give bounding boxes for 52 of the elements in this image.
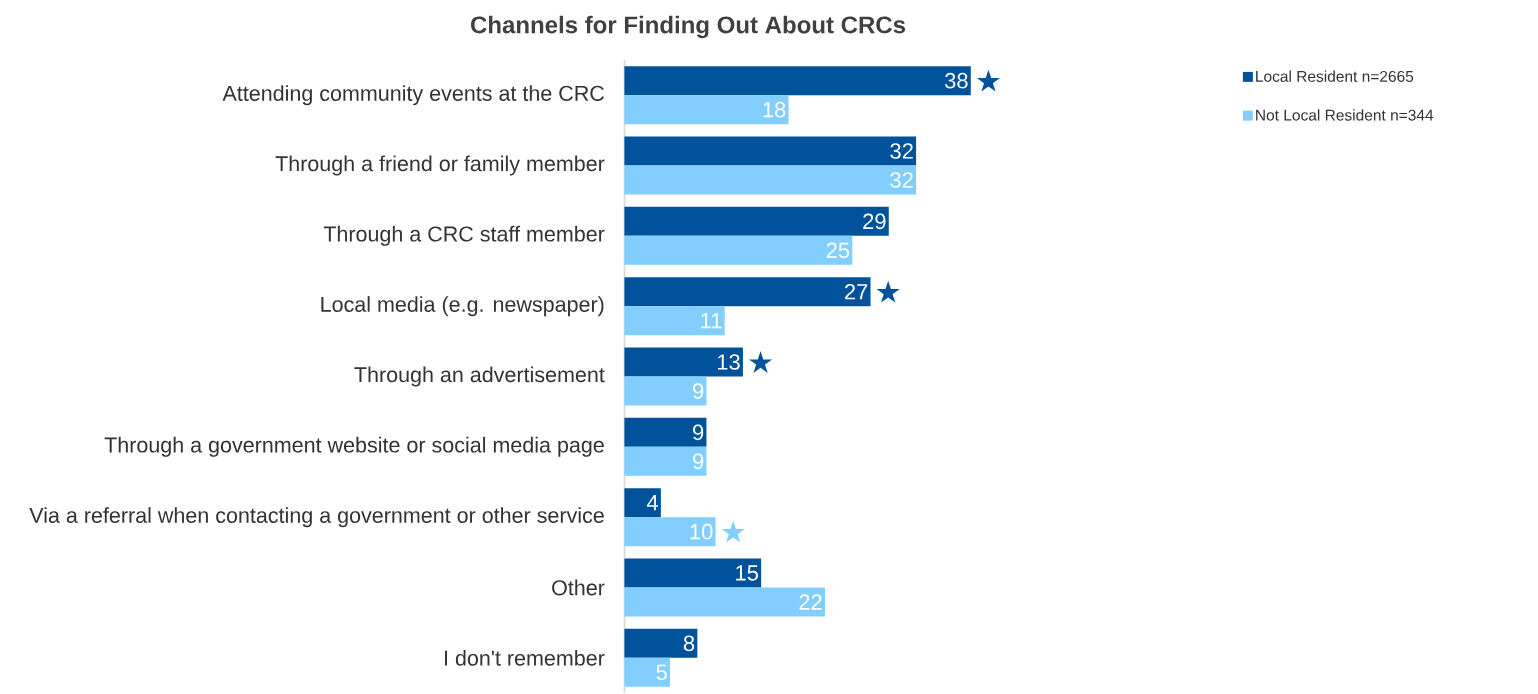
y-tick-label: I don't remember	[445, 649, 605, 666]
data-label: 38	[944, 72, 968, 89]
data-label: 32	[890, 143, 913, 159]
chart-title: Channels for Finding Out About CRCs	[471, 15, 906, 39]
data-label: 10	[690, 523, 713, 540]
annotation: ★	[721, 520, 745, 543]
bar	[624, 558, 762, 588]
data-label: 5	[656, 664, 667, 681]
y-tick-label: Local media (e.g. newspaper)	[321, 296, 604, 317]
y-tick-label: Through a friend or family member	[275, 155, 605, 176]
data-label: 25	[826, 242, 850, 259]
bar	[624, 306, 725, 336]
bar	[624, 488, 661, 518]
bar	[624, 657, 670, 687]
data-label: 29	[863, 213, 886, 230]
legend-label: Not Local Resident n=344	[1256, 109, 1434, 121]
legend-label: Local Resident n=2665	[1256, 70, 1414, 82]
bar	[624, 446, 707, 476]
data-label: 4	[646, 495, 659, 511]
annotation: ★	[749, 351, 773, 373]
data-label: 18	[763, 101, 786, 118]
bar	[624, 376, 707, 406]
y-tick-label: Through an advertisement	[354, 366, 605, 387]
annotation: ★	[876, 280, 900, 303]
data-label: 11	[701, 313, 722, 329]
y-tick-label: Through a government website or social media page	[104, 436, 604, 457]
bar	[624, 417, 707, 447]
bar	[624, 95, 789, 125]
bar	[624, 517, 716, 547]
bar	[624, 235, 853, 265]
bar	[624, 66, 971, 96]
bar	[624, 136, 917, 166]
data-label: 13	[717, 354, 740, 370]
y-tick-label: Via a referral when contacting a government or other service	[29, 507, 604, 528]
bar	[624, 206, 889, 236]
y-tick-label: Other	[552, 579, 605, 596]
data-label: 22	[799, 594, 822, 610]
bar	[624, 628, 698, 658]
data-label: 32	[890, 172, 913, 188]
data-label: 15	[736, 565, 759, 581]
data-label: 27	[844, 283, 868, 300]
bar	[624, 277, 871, 307]
data-label: 8	[683, 635, 695, 652]
bar	[624, 347, 743, 377]
data-label: 9	[693, 453, 704, 470]
bar	[624, 587, 825, 617]
annotation: ★	[976, 69, 1000, 92]
data-label: 9	[693, 424, 704, 441]
bar	[624, 165, 917, 195]
data-label: 9	[693, 383, 704, 399]
y-tick-label: Attending community events at the CRC	[222, 85, 605, 106]
y-tick-label: Through a CRC staff member	[323, 225, 605, 246]
